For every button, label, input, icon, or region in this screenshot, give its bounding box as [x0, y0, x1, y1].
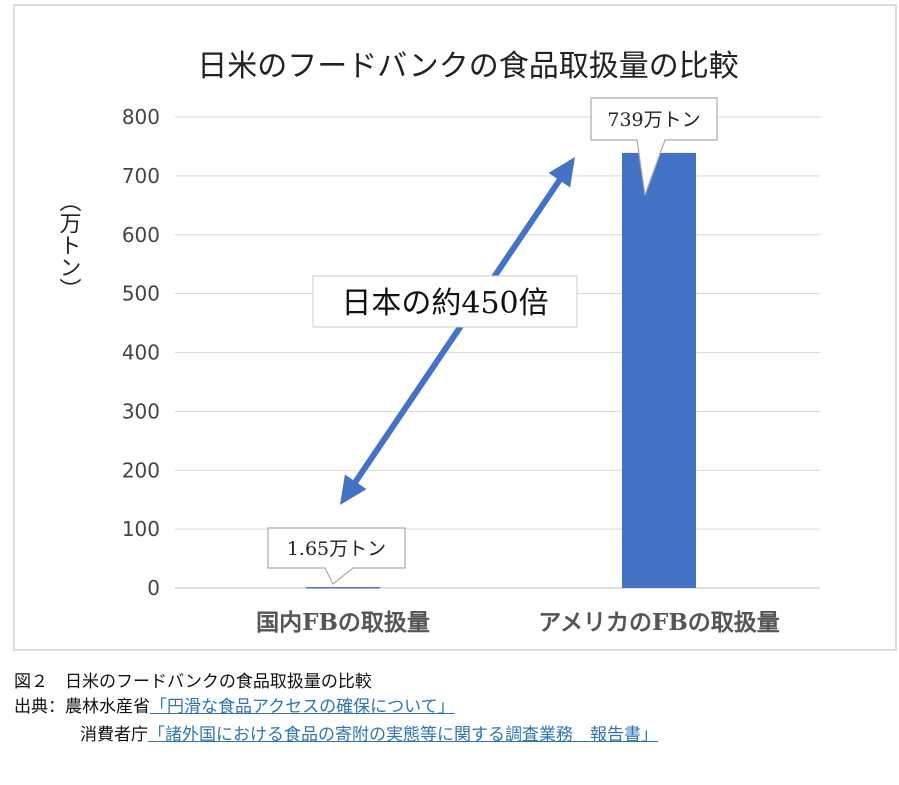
data-label: 1.65万トン	[287, 538, 386, 560]
data-label-callout	[267, 527, 406, 585]
data-label: 739万トン	[607, 109, 700, 131]
y-tick-label: 200	[122, 458, 160, 482]
arrowhead	[548, 157, 575, 188]
double-arrow	[349, 173, 566, 489]
y-tick-label: 300	[122, 399, 160, 423]
y-tick-label: 400	[122, 341, 160, 365]
x-tick-label: 国内FBの取扱量	[256, 609, 430, 636]
y-axis-label: （万トン）	[56, 190, 82, 300]
source2-link[interactable]: 「諸外国における食品の寄附の実態等に関する調査業務 報告書」	[148, 725, 658, 745]
bar-chart: 日米のフードバンクの食品取扱量の比較 0 100 200 300 400 500 600 70…	[13, 4, 897, 651]
y-tick-label: 0	[147, 576, 160, 600]
bar	[622, 152, 696, 588]
annotation-text: 日本の約450倍	[341, 286, 548, 321]
x-tick-label: アメリカのFBの取扱量	[538, 609, 780, 636]
y-tick-label: 100	[122, 517, 160, 541]
chart-title: 日米のフードバンクの食品取扱量の比較	[197, 49, 739, 84]
data-label-callout	[590, 97, 718, 196]
y-tick-label: 500	[122, 282, 160, 306]
bar	[306, 587, 380, 589]
annotation-box	[312, 275, 578, 328]
y-tick-label: 700	[122, 164, 160, 188]
y-tick-label: 600	[122, 223, 160, 247]
source1-org: 農林水産省	[65, 697, 150, 717]
figure-caption: 図２ 日米のフードバンクの食品取扱量の比較	[14, 672, 372, 692]
source2-org: 消費者庁	[80, 725, 148, 745]
y-tick-label: 800	[122, 105, 160, 129]
arrowhead	[340, 474, 367, 505]
source1-link[interactable]: 「円滑な食品アクセスの確保について」	[150, 697, 455, 717]
source-label: 出典：	[14, 697, 65, 717]
